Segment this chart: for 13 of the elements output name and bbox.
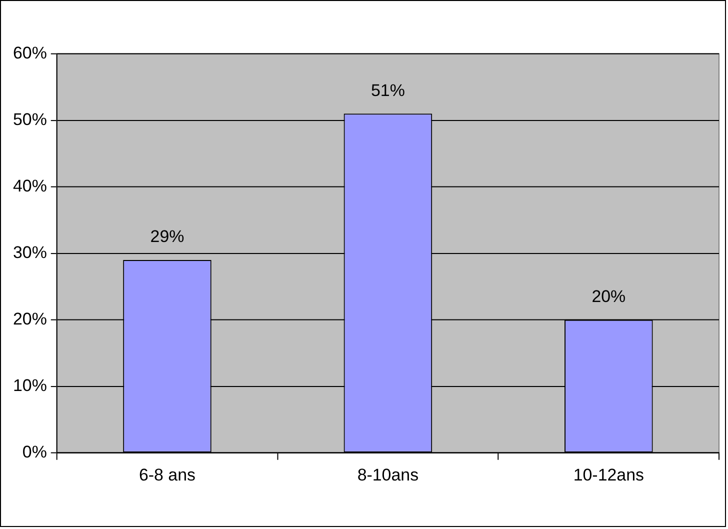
x-tick-label: 8-10ans [357,466,419,485]
data-label: 51% [370,80,405,100]
y-tick-label: 0% [22,442,47,462]
y-tick-label: 60% [12,43,47,62]
data-label: 20% [592,287,626,306]
x-tick-label: 6-8 ans [138,466,196,485]
y-tick-label: 30% [12,243,47,262]
y-tick-label: 50% [12,110,47,129]
y-tick-label: 10% [12,376,47,396]
x-tick-label: 10-12ans [573,466,644,485]
y-tick-label: 40% [12,176,47,196]
data-label: 29% [150,227,184,246]
y-tick-label: 20% [12,310,47,329]
